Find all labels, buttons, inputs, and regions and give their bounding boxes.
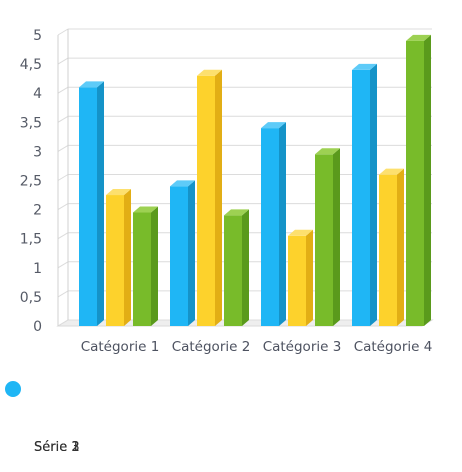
y-tick-label: 1,5 <box>20 232 42 248</box>
bar-top <box>79 81 104 88</box>
bar-top <box>379 168 404 175</box>
bar-side <box>333 148 340 326</box>
bar-side <box>370 63 377 327</box>
bar <box>406 34 431 326</box>
bar-front <box>406 40 424 326</box>
bar-front <box>315 154 333 326</box>
y-tick-label: 2 <box>33 203 42 219</box>
bar-top <box>288 229 313 236</box>
y-tick-label: 4,5 <box>20 57 42 73</box>
bar-side <box>188 180 195 326</box>
bar-top <box>133 206 158 213</box>
bar <box>224 209 249 326</box>
gridline-depth <box>57 290 69 298</box>
bar-front <box>261 128 279 326</box>
bar-top <box>106 189 131 196</box>
gridline-depth <box>57 261 69 269</box>
y-tick-label: 2,5 <box>20 174 42 190</box>
gridline-depth <box>57 203 69 211</box>
bar-front <box>106 195 124 326</box>
bar-front <box>352 69 370 327</box>
bar-top <box>170 180 195 187</box>
legend-entry: Série 2 <box>34 440 80 455</box>
bar-top <box>261 122 286 129</box>
gridline-depth <box>57 115 69 123</box>
bar-front <box>379 174 397 326</box>
bar <box>379 168 404 326</box>
gridline-depth <box>57 57 69 65</box>
bars-layer <box>79 34 431 327</box>
bar-front <box>170 186 188 326</box>
bar-side <box>424 34 431 326</box>
y-tick-label: 3,5 <box>20 115 42 131</box>
x-category-label: Catégorie 4 <box>354 339 433 355</box>
y-tick-label: 5 <box>33 28 42 44</box>
gridline-depth <box>57 144 69 152</box>
labels-layer: Catégorie 1 Catégorie 2 Catégorie 3 Catégor… <box>81 339 433 355</box>
y-tick-label: 0 <box>33 319 42 335</box>
gridline-depth <box>57 86 69 94</box>
x-category-label: Catégorie 3 <box>263 339 342 355</box>
gridline-depth <box>57 174 69 181</box>
legend-entry: Série 1 <box>34 440 80 455</box>
bar <box>197 69 222 327</box>
bar <box>288 229 313 326</box>
bar-top <box>352 63 377 70</box>
bar <box>170 180 195 326</box>
bar-top <box>224 209 249 216</box>
legend-entry: Série 3 <box>34 440 80 455</box>
bar-side <box>242 209 249 326</box>
bar-front <box>288 235 306 326</box>
gridline-depth <box>57 28 69 36</box>
bar-front <box>79 87 97 326</box>
gridline-depth <box>57 232 69 240</box>
bar-top <box>315 148 340 155</box>
axis-layer: 0 0,5 1 1,5 2 2,5 3 3,5 4 4,5 5 <box>20 28 69 335</box>
bar-side <box>279 122 286 327</box>
bar-front <box>197 75 215 327</box>
x-category-label: Catégorie 2 <box>172 339 251 355</box>
bar <box>352 63 377 327</box>
y-tick-label: 1 <box>33 261 42 277</box>
bar <box>261 122 286 327</box>
bar-top <box>406 34 431 41</box>
bar <box>79 81 104 326</box>
bar-top <box>197 69 222 76</box>
x-category-label: Catégorie 1 <box>81 339 160 355</box>
bar-side <box>215 69 222 327</box>
bar-front <box>224 215 242 326</box>
bar-side <box>97 81 104 326</box>
bar-front <box>133 212 151 326</box>
y-tick-label: 3 <box>33 144 42 160</box>
bar <box>315 148 340 326</box>
bar <box>133 206 158 326</box>
legend-marker <box>5 381 21 397</box>
bar <box>106 189 131 326</box>
bar-side <box>397 168 404 326</box>
gridline-depth <box>57 319 69 327</box>
y-tick-label: 4 <box>33 86 42 102</box>
bar-side <box>124 189 131 326</box>
y-tick-label: 0,5 <box>20 290 42 306</box>
bar-side <box>306 229 313 326</box>
bar-side <box>151 206 158 326</box>
